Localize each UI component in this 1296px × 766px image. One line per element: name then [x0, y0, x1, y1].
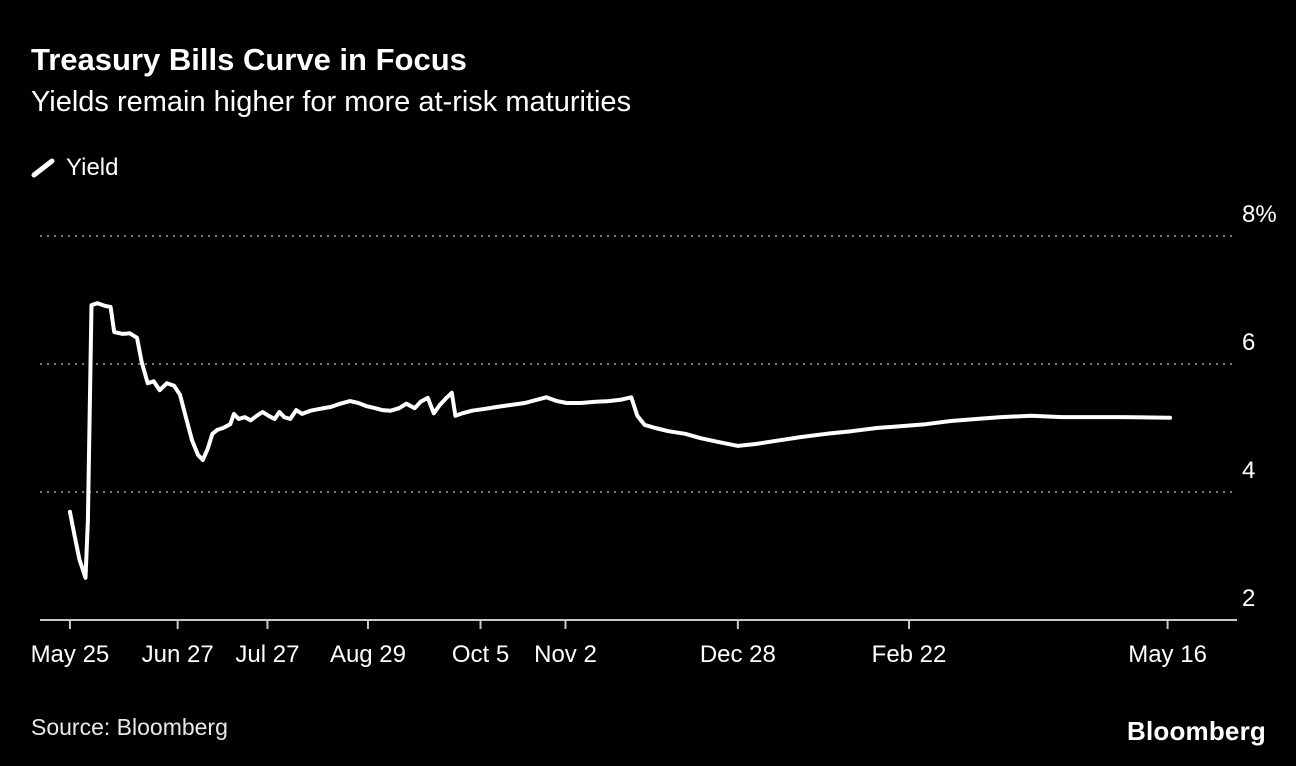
yield-line-swatch-icon [30, 157, 56, 179]
x-tick-label: Nov 2 [534, 641, 597, 668]
yield-curve-chart: 8% 6 4 2 May 25 Jun 27 Jul 27 Aug 29 Oct 5 Nov 2 D… [31, 201, 1277, 668]
y-tick-label: 6 [1242, 329, 1255, 356]
x-tick-label: May 16 [1128, 641, 1207, 668]
chart-title: Treasury Bills Curve in Focus [31, 42, 467, 77]
x-tick-label: Jun 27 [142, 641, 214, 668]
bloomberg-logo: Bloomberg [1126, 716, 1266, 746]
y-tick-label: 4 [1242, 457, 1255, 484]
y-tick-label: 2 [1242, 585, 1255, 612]
x-tick-label: Oct 5 [452, 641, 509, 668]
x-tick-label: May 25 [31, 641, 110, 668]
x-tick-label: Aug 29 [330, 641, 406, 668]
yield-line [67, 301, 1172, 580]
chart-subtitle: Yields remain higher for more at-risk ma… [31, 85, 632, 118]
legend-label: Yield [66, 154, 119, 181]
source-note: Source: Bloomberg [31, 714, 228, 740]
legend: Yield [30, 154, 118, 182]
x-tick-label: Jul 27 [235, 641, 299, 668]
x-tick-label: Feb 22 [872, 641, 947, 668]
y-tick-label: 8% [1242, 201, 1277, 228]
x-tick-label: Dec 28 [700, 641, 776, 668]
chart-header: Treasury Bills Curve in Focus Yields rem… [31, 42, 631, 119]
